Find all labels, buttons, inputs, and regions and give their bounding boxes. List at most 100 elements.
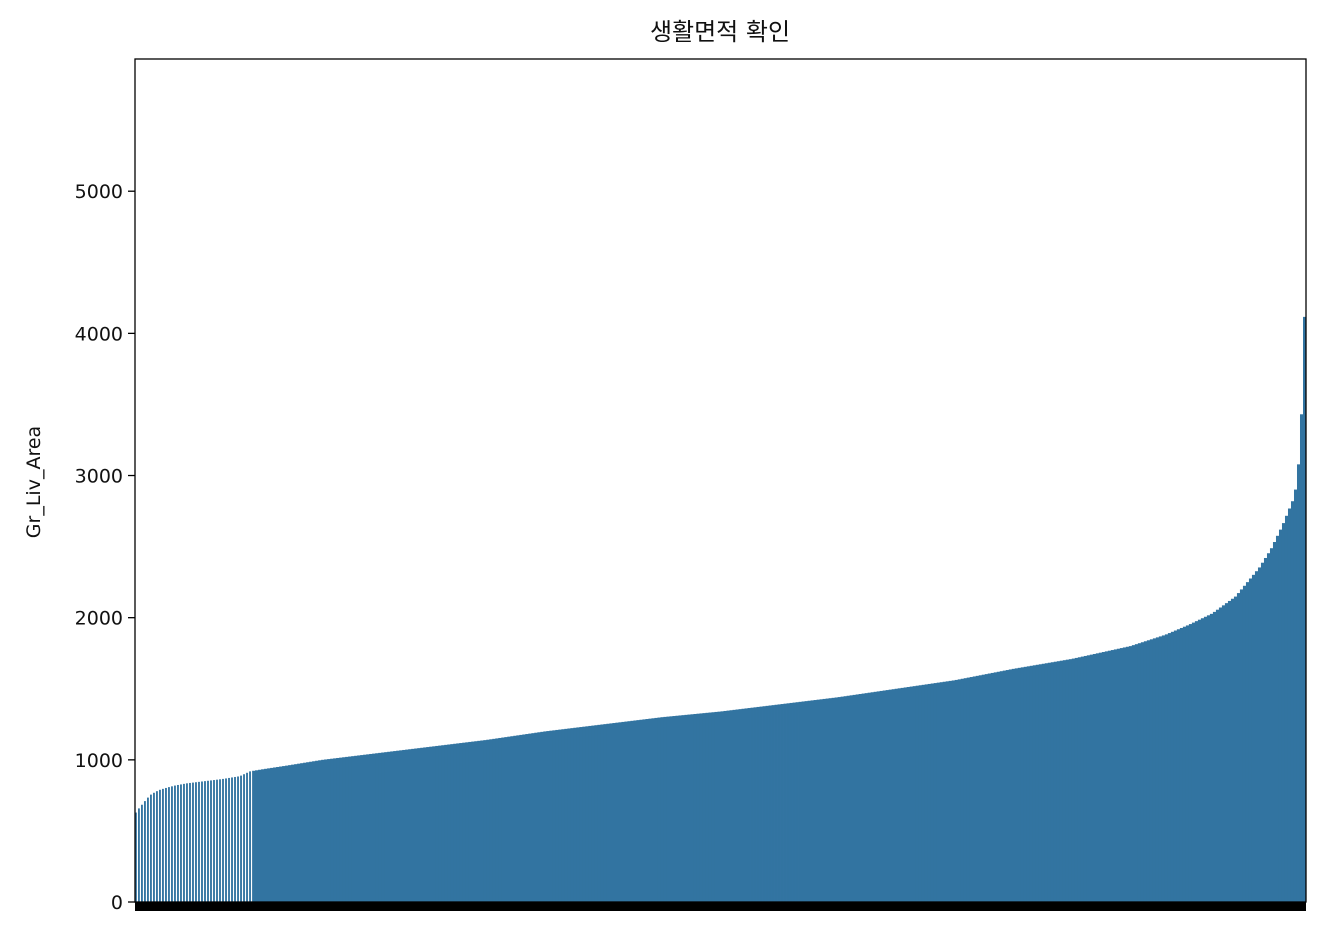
bar [1284, 515, 1289, 902]
bar [519, 734, 523, 902]
bar [306, 762, 310, 902]
bar [138, 808, 140, 902]
bar [1134, 644, 1139, 902]
bar [606, 723, 610, 902]
bar [294, 764, 298, 902]
bar [1233, 596, 1238, 902]
bar [1092, 653, 1097, 902]
bars-layer [135, 316, 1307, 902]
bar [1194, 621, 1199, 902]
bar [882, 690, 887, 902]
plot-frame [134, 58, 1307, 903]
bar [486, 739, 490, 902]
bar [285, 765, 289, 902]
bar [258, 769, 262, 902]
bar [576, 727, 580, 902]
bar [552, 730, 556, 902]
bar [405, 749, 409, 902]
bar [423, 747, 427, 902]
bar [645, 719, 649, 902]
bar [135, 812, 137, 902]
bar [1152, 638, 1157, 902]
bar [141, 804, 143, 902]
bar [954, 679, 959, 902]
bar [411, 748, 415, 902]
bar [1098, 652, 1103, 902]
bar [651, 718, 655, 902]
bar [303, 762, 307, 902]
bar [1164, 634, 1169, 902]
bar [222, 778, 224, 902]
bar [819, 699, 823, 902]
bar [720, 711, 724, 902]
bar [1125, 646, 1130, 902]
bar [723, 710, 727, 902]
y-tick-label: 2000 [75, 608, 123, 630]
bar [1059, 660, 1064, 902]
bar [1287, 508, 1292, 902]
bar [1242, 585, 1247, 902]
bar [885, 690, 890, 902]
bar [831, 697, 835, 902]
bar [1065, 659, 1070, 902]
bar [1236, 593, 1241, 902]
bar [657, 717, 661, 902]
bar [918, 685, 923, 902]
bar [1119, 648, 1124, 902]
y-axis-label: Gr_Liv_Area [23, 426, 45, 538]
bar [879, 690, 884, 902]
bar [1062, 660, 1067, 902]
bar [426, 747, 430, 902]
bar [186, 783, 188, 902]
bar [219, 779, 221, 902]
bar [288, 765, 292, 902]
bar [537, 732, 541, 902]
bar [975, 675, 980, 902]
bar [1185, 625, 1190, 902]
bar [444, 744, 448, 902]
bar [1251, 574, 1256, 902]
bar [1254, 571, 1259, 902]
bar [336, 757, 340, 902]
bar [378, 752, 382, 902]
bar [456, 743, 460, 902]
bar [777, 704, 781, 902]
bar [261, 769, 265, 902]
bar [732, 709, 736, 902]
bar [573, 727, 577, 902]
bar [453, 743, 457, 902]
bar [837, 697, 841, 902]
bar [708, 712, 712, 902]
bar [1104, 651, 1109, 902]
bar [501, 737, 505, 902]
bar [471, 741, 475, 902]
bar [687, 714, 691, 902]
bar [867, 692, 872, 902]
bar [1275, 535, 1280, 902]
bar [681, 715, 685, 902]
bar [390, 751, 394, 902]
bar [1023, 666, 1028, 902]
bar [795, 702, 799, 902]
bar [585, 726, 589, 902]
bar [726, 710, 730, 902]
bar [1293, 489, 1298, 902]
bar [432, 746, 436, 902]
bar [1161, 635, 1166, 902]
bar [1068, 659, 1073, 902]
y-axis-ticks: 0 1000 2000 3000 4000 5000 [75, 181, 135, 914]
bar [516, 735, 520, 902]
bar [1266, 553, 1271, 902]
bar [522, 734, 526, 902]
bar [333, 758, 337, 902]
bar [591, 725, 595, 902]
bar [900, 687, 905, 902]
bar [1221, 605, 1226, 902]
bar [1263, 557, 1268, 902]
bar [1158, 636, 1163, 902]
bar [1131, 645, 1136, 902]
bar [648, 718, 652, 902]
bar [246, 772, 248, 902]
bar [249, 771, 251, 902]
